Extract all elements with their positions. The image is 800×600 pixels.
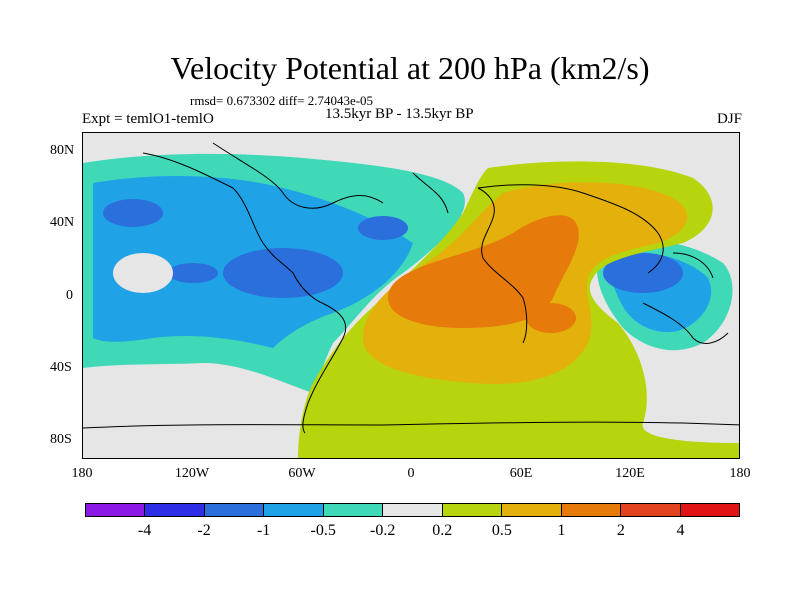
colorbar-swatch (204, 504, 265, 516)
period-label: 13.5kyr BP - 13.5kyr BP (325, 106, 474, 122)
negative-core-central-america (223, 248, 343, 298)
y-tick-label: 40N (50, 215, 75, 230)
negative-core-maritime-continent (603, 253, 683, 293)
experiment-label: Expt = temlO1-temlO (82, 111, 214, 127)
colorbar-label: 1 (557, 522, 566, 539)
neutral-pocket-south-pacific (83, 368, 243, 428)
colorbar-label: -2 (197, 522, 211, 539)
colorbar-swatch (86, 504, 146, 516)
colorbar-swatch (383, 504, 443, 516)
colorbar-label: -0.2 (370, 522, 396, 539)
colorbar-swatch (264, 504, 324, 516)
positive-core-africa (388, 215, 579, 328)
colorbar-swatch (561, 504, 622, 516)
negative-core-atlantic (358, 216, 408, 240)
y-tick-label: 80S (50, 432, 72, 447)
season-label: DJF (716, 111, 742, 127)
map-panel (82, 132, 740, 459)
colorbar-label: 0.5 (491, 522, 512, 539)
colorbar-label: 4 (676, 522, 685, 539)
y-tick-label: 0 (66, 288, 73, 303)
colorbar-label: -1 (256, 522, 271, 539)
negative-core-north-america (103, 199, 163, 227)
x-tick-label: 0 (407, 466, 415, 481)
colorbar-label: -0.5 (310, 522, 336, 539)
y-tick-label: 40S (50, 360, 72, 375)
positive-core-indian-ocean (526, 303, 576, 333)
colorbar-swatch (323, 504, 384, 516)
coastlines (83, 142, 739, 434)
y-tick-label: 80N (50, 143, 75, 158)
colorbar-swatch (621, 504, 681, 516)
colorbar-swatch (145, 504, 205, 516)
x-tick-label: 120E (615, 466, 645, 481)
x-tick-label: 180 (71, 466, 93, 481)
plot-title: Velocity Potential at 200 hPa (km2/s) (170, 50, 650, 86)
neutral-pocket-pacific (113, 253, 173, 293)
neutral-north-atlantic (313, 133, 739, 178)
colorbar-label: 0.2 (432, 522, 453, 539)
colorbar-label: 2 (616, 522, 625, 539)
colorbar (85, 503, 740, 517)
colorbar-swatch (442, 504, 503, 516)
negative-core-east-pacific (168, 263, 218, 283)
x-tick-label: 120W (174, 466, 210, 481)
x-tick-label: 60W (288, 466, 316, 481)
colorbar-swatch (680, 504, 739, 516)
velocity-potential-map (83, 133, 739, 458)
statistics-label: rmsd= 0.673302 diff= 2.74043e-05 (190, 93, 374, 108)
x-tick-label: 60E (509, 466, 533, 481)
colorbar-swatch (502, 504, 562, 516)
x-tick-label: 180 (729, 466, 751, 481)
colorbar-label: -4 (137, 522, 152, 539)
